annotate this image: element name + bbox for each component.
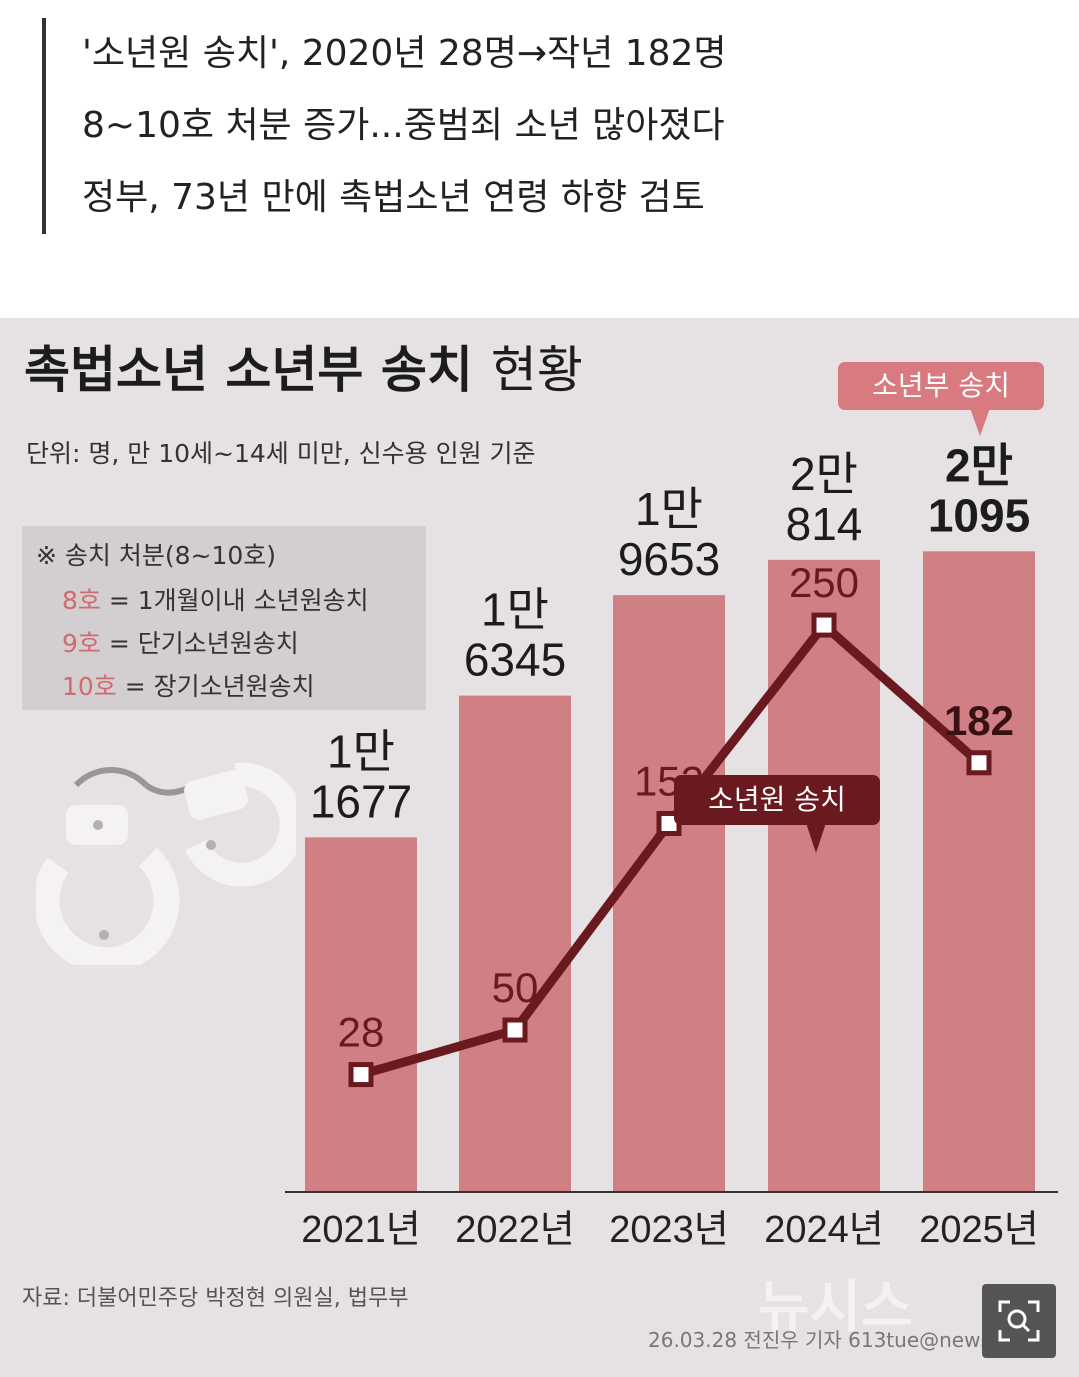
bar-value-label: 1095 [928,489,1030,541]
line-value-label: 50 [492,964,539,1011]
legend-code: 9호 [62,629,101,658]
source-note: 자료: 더불어민주당 박정현 의원실, 법무부 [22,1286,409,1311]
bar [768,559,880,1192]
units-note: 단위: 명, 만 10세~14세 미만, 신수용 인원 기준 [26,439,536,468]
line-value-label: 28 [338,1009,385,1056]
line-point [348,1062,374,1088]
headline-2: 8~10호 처분 증가...중범죄 소년 많아졌다 [82,105,725,146]
x-tick-label: 2025년 [919,1209,1039,1251]
x-tick-label: 2024년 [764,1209,884,1251]
line-point [811,612,837,638]
x-tick-label: 2021년 [301,1209,421,1251]
legend-text: = 1개월이내 소년원송치 [100,586,369,615]
bar-value-label: 2만 [790,448,858,500]
line-value-label: 250 [789,559,859,606]
bar-value-label: 9653 [618,533,720,585]
watermark-logo: 뉴시스 [758,1275,913,1340]
bar-value-label: 1만 [327,725,395,777]
chart-title: 촉법소년 소년부 송치 현황 [24,330,583,402]
legend-box: ※ 송치 처분(8~10호) 8호 = 1개월이내 소년원송치 9호 = 단기소… [22,526,426,710]
zoom-icon [998,1300,1040,1342]
article-summary: '소년원 송치', 2020년 28명→작년 182명 8~10호 처분 증가.… [42,18,1079,234]
legend-heading: ※ 송치 처분(8~10호) [36,541,277,570]
bar [459,695,571,1192]
bar-value-label: 1677 [310,775,412,827]
bar-value-label: 6345 [464,634,566,686]
legend-callout-detention: 소년원 송치 [674,775,880,853]
callout-pointer [970,408,990,436]
legend-code: 10호 [62,672,117,701]
headline-3: 정부, 73년 만에 촉법소년 연령 하향 검토 [82,177,705,218]
bar [613,595,725,1192]
legend-text: = 단기소년원송치 [100,629,299,658]
legend-item: 10호 = 장기소년원송치 [62,667,315,703]
headline-1: '소년원 송치', 2020년 28명→작년 182명 [82,33,727,74]
handcuffs-icon [36,762,296,965]
bar-value-label: 1만 [481,584,549,636]
bar [305,837,417,1192]
line-point [966,750,992,776]
bar-value-label: 1만 [635,483,703,535]
x-tick-label: 2022년 [455,1209,575,1251]
legend-callout-detention-label: 소년원 송치 [708,783,846,816]
chart-title-sub: 현황 [490,341,583,399]
zoom-button[interactable] [982,1284,1056,1358]
legend-callout-total: 소년부 송치 [838,362,1044,436]
chart-title-main: 촉법소년 소년부 송치 [24,341,473,399]
legend-item: 8호 = 1개월이내 소년원송치 [62,581,369,617]
legend-text: = 장기소년원송치 [116,672,315,701]
legend-code: 8호 [62,586,101,615]
bar-value-label: 814 [786,498,863,550]
legend-callout-total-label: 소년부 송치 [872,369,1010,402]
bar-value-label: 2만 [945,439,1013,491]
line-point [502,1017,528,1043]
x-tick-label: 2023년 [609,1209,729,1251]
bar [923,551,1035,1192]
line-value-label: 182 [944,697,1014,744]
legend-item: 9호 = 단기소년원송치 [62,624,299,660]
callout-pointer [806,823,826,853]
